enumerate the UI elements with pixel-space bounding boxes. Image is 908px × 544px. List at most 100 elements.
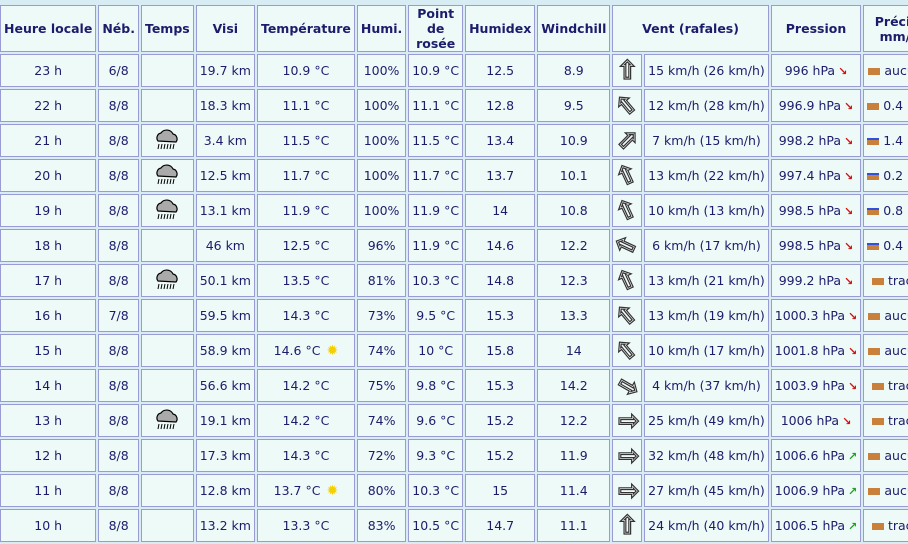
cell-visi: 46 km <box>195 229 255 262</box>
cell-humidex: 14.8 <box>465 264 536 297</box>
cell-humidex: 13.7 <box>465 159 536 192</box>
cell-pression: 997.4 hPa ↘ <box>770 159 862 192</box>
cell-heure: 11 h <box>0 474 97 507</box>
cell-vent: 32 km/h (48 km/h) <box>644 439 769 472</box>
cell-heure: 13 h <box>0 404 97 437</box>
cell-visi: 58.9 km <box>195 334 255 367</box>
cell-humi: 73% <box>356 299 407 332</box>
col-precip[interactable]: Précip. mm/h <box>863 5 908 52</box>
col-visi[interactable]: Visi <box>195 5 255 52</box>
cell-humi: 100% <box>356 89 407 122</box>
cell-temp: 13.7 °C ✹ <box>256 474 355 507</box>
table-row: 18 h 8/8 46 km 12.5 °C 96% 11.9 °C 14.6 12.2 ⇧ 6 … <box>0 229 908 262</box>
precip-bar-icon <box>871 383 884 390</box>
rain-cloud-icon <box>152 129 182 154</box>
col-temps[interactable]: Temps <box>140 5 194 52</box>
cell-humidex: 14.6 <box>465 229 536 262</box>
col-temperature[interactable]: Température <box>256 5 355 52</box>
precip-value: traces <box>887 518 908 533</box>
cell-pression: 996 hPa ↘ <box>770 54 862 87</box>
cell-rosee: 9.5 °C <box>408 299 464 332</box>
col-heure[interactable]: Heure locale <box>0 5 97 52</box>
cell-wind: ⇧ <box>612 474 643 507</box>
cell-wind: ⇧ <box>608 229 646 263</box>
cell-precip: aucune <box>863 299 908 332</box>
table-row: 16 h 7/8 59.5 km 14.3 °C 73% 9.5 °C 15.3 13.3 ⇧ 1… <box>0 296 908 335</box>
cell-precip: aucune <box>863 474 908 507</box>
cell-visi: 18.3 km <box>195 89 255 122</box>
cell-temps <box>140 474 194 507</box>
precip-bar-icon <box>867 243 880 250</box>
col-rosee[interactable]: Point de rosée <box>408 5 464 52</box>
precip-value: traces <box>887 378 908 393</box>
cell-heure: 17 h <box>0 264 97 297</box>
temperature-value: 12.5 °C <box>282 238 330 253</box>
cell-humi: 100% <box>356 54 407 87</box>
rain-cloud-icon <box>152 199 182 224</box>
cell-vent: 10 km/h (13 km/h) <box>644 194 769 227</box>
cell-rosee: 10.5 °C <box>408 509 464 542</box>
table-row: 12 h 8/8 17.3 km 14.3 °C 72% 9.3 °C 15.2 11.9 ⇧ 3… <box>0 439 908 472</box>
cell-visi: 13.1 km <box>195 194 255 227</box>
cell-temps <box>140 194 194 227</box>
cell-visi: 56.6 km <box>195 369 255 402</box>
cell-windchill: 10.1 <box>537 159 611 192</box>
cell-wind: ⇧ <box>608 122 646 160</box>
sun-icon: ✹ <box>326 342 339 359</box>
cell-vent: 13 km/h (21 km/h) <box>644 264 769 297</box>
pressure-falling-icon: ↘ <box>848 345 858 358</box>
cell-windchill: 12.2 <box>537 229 611 262</box>
rain-cloud-icon <box>152 409 182 434</box>
precip-value: traces <box>887 413 908 428</box>
col-vent[interactable]: Vent (rafales) <box>612 5 769 52</box>
cell-vent: 13 km/h (22 km/h) <box>644 159 769 192</box>
cell-pression: 996.9 hPa ↘ <box>770 89 862 122</box>
cell-rosee: 11.9 °C <box>408 194 464 227</box>
temperature-value: 13.3 °C <box>282 518 330 533</box>
cell-heure: 19 h <box>0 194 97 227</box>
table-row: 21 h 8/8 3.4 km 11.5 °C 100% 11.5 °C 13.4 10.9 ⇧… <box>0 122 908 160</box>
cell-wind: ⇧ <box>610 157 644 195</box>
cell-temp: 11.5 °C <box>256 124 355 157</box>
cell-heure: 23 h <box>0 54 97 87</box>
cell-vent: 4 km/h (37 km/h) <box>644 369 769 402</box>
table-row: 11 h 8/8 12.8 km 13.7 °C ✹ 80% 10.3 °C 15 11.4 ⇧ 2… <box>0 474 908 507</box>
pressure-value: 1000.3 hPa <box>774 308 846 323</box>
cell-neb: 8/8 <box>98 124 139 157</box>
col-humidex[interactable]: Humidex <box>465 5 536 52</box>
wind-direction-arrow-icon: ⇧ <box>610 192 644 230</box>
cell-humi: 72% <box>356 439 407 472</box>
cell-vent: 6 km/h (17 km/h) <box>644 229 769 262</box>
cell-visi: 3.4 km <box>195 124 255 157</box>
precip-bar-icon <box>867 173 880 180</box>
cell-heure: 12 h <box>0 439 97 472</box>
pressure-value: 1006 hPa <box>780 413 840 428</box>
cell-humi: 100% <box>356 159 407 192</box>
precip-value: aucune <box>884 63 908 78</box>
cell-humi: 100% <box>356 124 407 157</box>
wind-direction-arrow-icon: ⇧ <box>616 55 639 86</box>
col-pression[interactable]: Pression <box>770 5 862 52</box>
precip-bar-icon <box>871 418 884 425</box>
precip-bar-icon <box>868 488 881 495</box>
col-humi[interactable]: Humi. <box>356 5 407 52</box>
pressure-value: 1001.8 hPa <box>774 343 846 358</box>
sun-icon: ✹ <box>326 482 339 499</box>
cell-humidex: 15.2 <box>465 404 536 437</box>
col-neb[interactable]: Néb. <box>98 5 139 52</box>
temperature-value: 13.5 °C <box>282 273 330 288</box>
cell-vent: 24 km/h (40 km/h) <box>644 509 769 542</box>
cell-temps <box>140 369 194 402</box>
cell-vent: 12 km/h (28 km/h) <box>644 89 769 122</box>
pressure-value: 999.2 hPa <box>778 273 842 288</box>
cell-windchill: 12.2 <box>537 404 611 437</box>
cell-humidex: 15.2 <box>465 439 536 472</box>
wind-direction-arrow-icon: ⇧ <box>612 479 643 502</box>
precip-bar-icon <box>871 278 884 285</box>
cell-temps <box>140 89 194 122</box>
cell-neb: 8/8 <box>98 229 139 262</box>
cell-temp: 13.3 °C <box>256 509 355 542</box>
col-windchill[interactable]: Windchill <box>537 5 611 52</box>
cell-pression: 1006 hPa ↘ <box>770 404 862 437</box>
cell-humidex: 14 <box>465 194 536 227</box>
